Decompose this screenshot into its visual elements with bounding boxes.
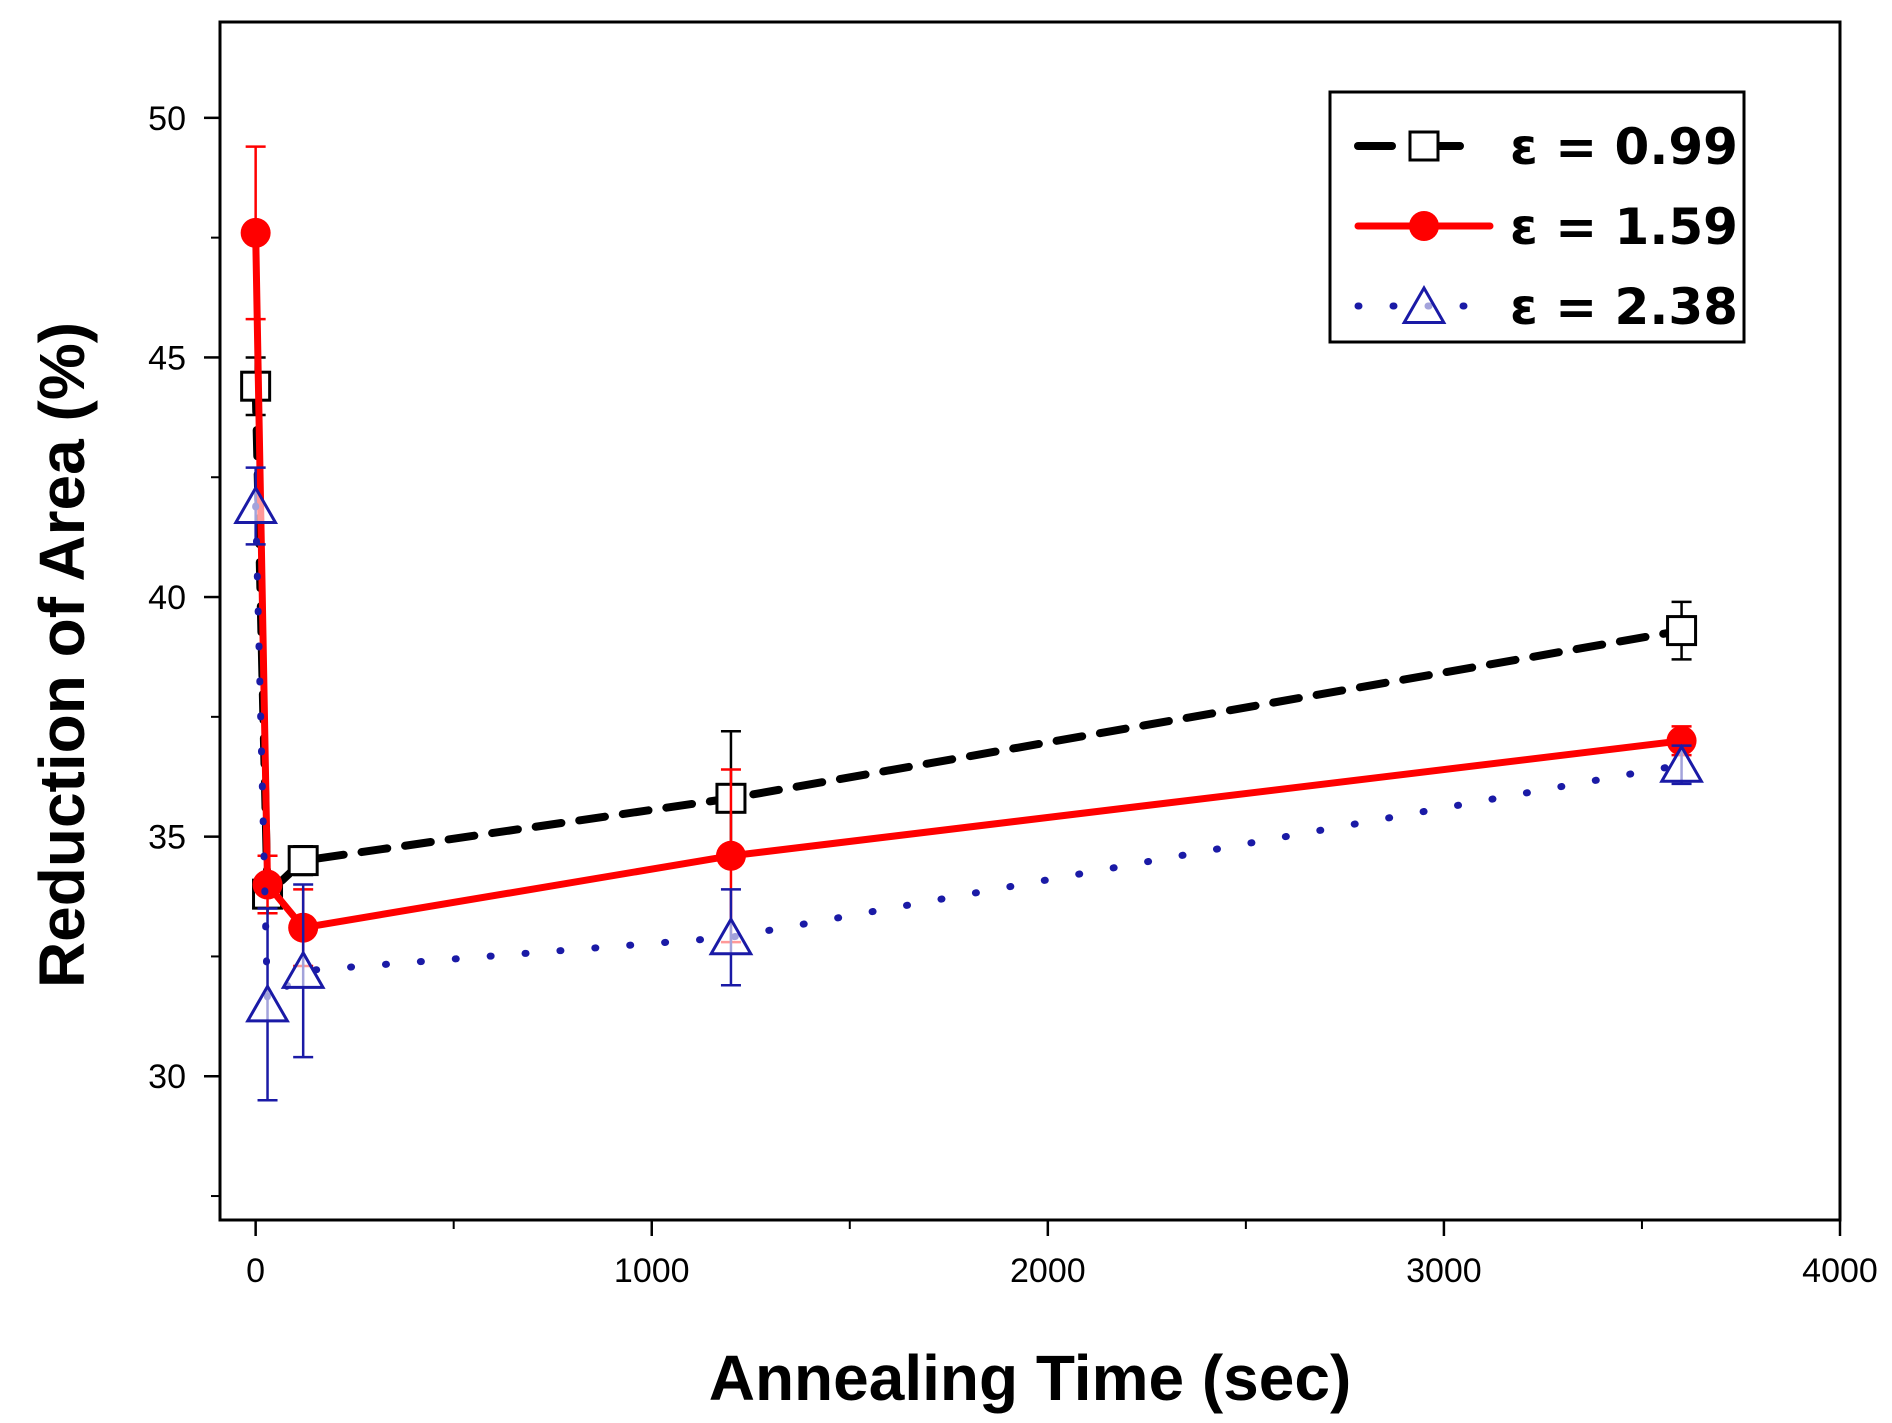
legend: ε = 0.99 ε = 1.59 ε = 2.38 xyxy=(1328,90,1746,344)
legend-marker xyxy=(1408,130,1440,162)
x-tick-label: 0 xyxy=(246,1252,265,1290)
legend-marker xyxy=(1401,284,1447,324)
x-tick-label: 3000 xyxy=(1406,1252,1482,1290)
y-tick-label: 45 xyxy=(148,339,186,377)
data-point xyxy=(287,845,319,877)
legend-label: ε = 0.99 xyxy=(1510,118,1738,176)
x-tick-label: 2000 xyxy=(1010,1252,1086,1290)
data-point xyxy=(1666,725,1697,756)
y-tick-label: 30 xyxy=(148,1058,186,1096)
data-point xyxy=(280,949,326,989)
series-line xyxy=(251,382,1686,899)
legend-item-2: ε = 1.59 xyxy=(1354,198,1738,256)
y-axis-title: Reduction of Area (%) xyxy=(26,322,98,988)
legend-marker xyxy=(1409,211,1439,241)
y-tick-label: 40 xyxy=(148,579,186,617)
y-tick-label: 35 xyxy=(148,819,186,857)
data-point xyxy=(715,840,746,871)
legend-item-1: ε = 0.99 xyxy=(1354,118,1738,176)
plot-frame xyxy=(218,20,1842,1222)
legend-label: ε = 1.59 xyxy=(1510,198,1738,256)
legend-box xyxy=(1328,90,1746,344)
x-tick-label: 1000 xyxy=(614,1252,690,1290)
axis-ticks xyxy=(204,116,1842,1236)
series-line xyxy=(252,502,1686,1008)
data-point xyxy=(708,916,754,956)
series-layer xyxy=(233,145,1704,1102)
legend-label: ε = 2.38 xyxy=(1510,278,1738,336)
legend-item-3: ε = 2.38 xyxy=(1354,278,1738,336)
data-point xyxy=(252,869,283,900)
x-tick-label: 4000 xyxy=(1802,1252,1878,1290)
data-point xyxy=(240,217,271,248)
data-point xyxy=(1659,743,1704,783)
data-point xyxy=(233,484,279,524)
series-3 xyxy=(233,466,1704,1102)
data-point xyxy=(1666,615,1698,647)
axis-tick-labels: 0 1000 2000 3000 4000 30 35 40 45 50 xyxy=(148,100,1878,1290)
x-axis-title: Annealing Time (sec) xyxy=(709,1342,1352,1414)
data-point xyxy=(245,983,290,1023)
y-tick-label: 50 xyxy=(148,100,186,138)
